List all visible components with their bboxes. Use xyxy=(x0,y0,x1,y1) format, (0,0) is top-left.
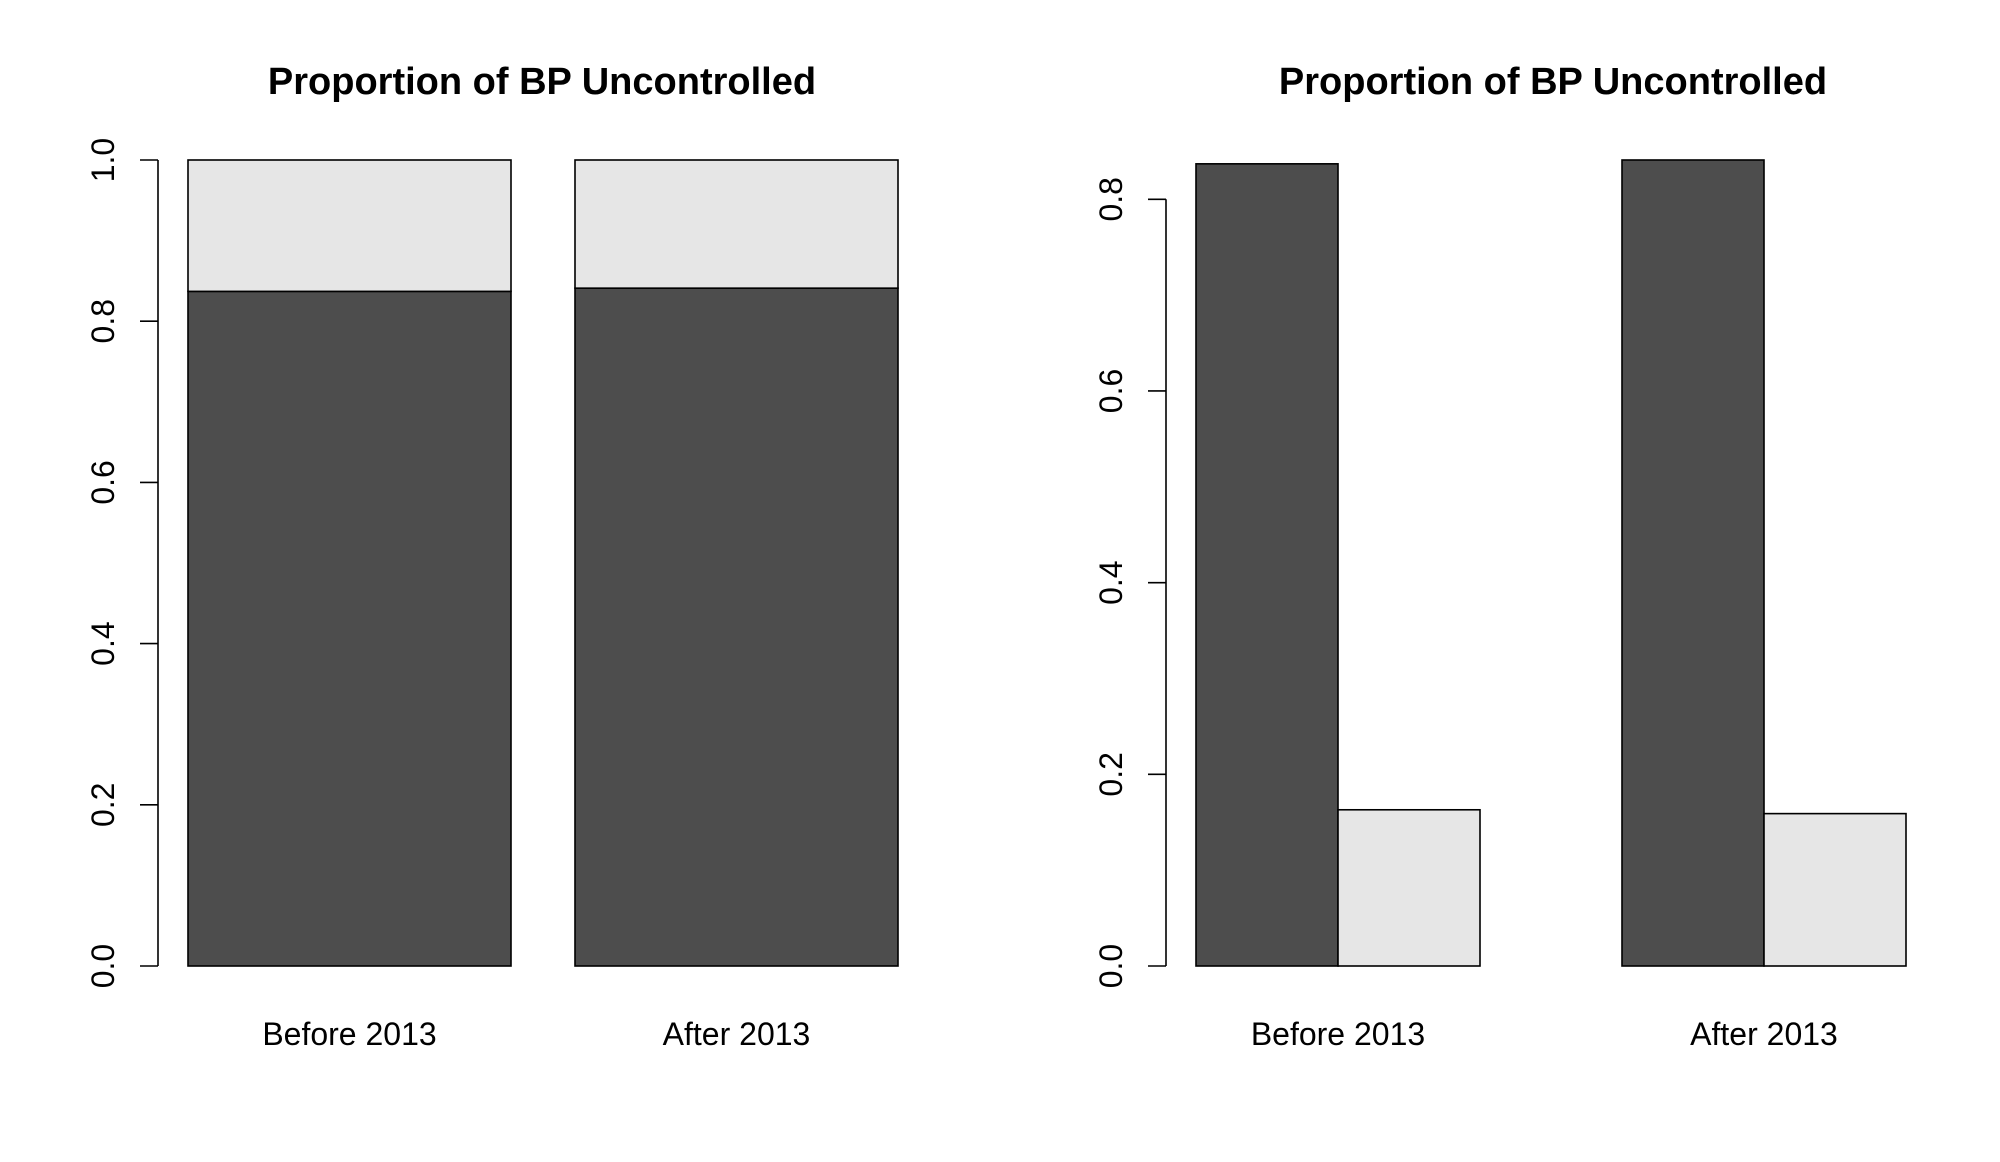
y-tick-label: 0.2 xyxy=(85,783,121,827)
y-tick-label: 0.4 xyxy=(85,621,121,665)
chart-title: Proportion of BP Uncontrolled xyxy=(268,61,816,103)
bar-before-segment-0 xyxy=(187,290,512,967)
chart-panel-right: Proportion of BP Uncontrolled Before 2013… xyxy=(1093,61,1907,1052)
y-tick-label: 0.4 xyxy=(1093,560,1129,604)
category-label: Before 2013 xyxy=(262,1016,436,1052)
chart-panel-left: Proportion of BP Uncontrolled Before 2013… xyxy=(85,61,899,1052)
category-label: After 2013 xyxy=(663,1016,811,1052)
bar-after-series-0 xyxy=(1621,159,1765,967)
y-tick-label: 0.8 xyxy=(85,299,121,343)
bar-after-segment-0 xyxy=(574,287,899,967)
y-tick-label: 0.6 xyxy=(1093,369,1129,413)
chart-title: Proportion of BP Uncontrolled xyxy=(1279,61,1827,103)
y-tick-label: 0.0 xyxy=(1093,944,1129,988)
y-tick-label: 0.0 xyxy=(85,944,121,988)
y-tick-label: 0.2 xyxy=(1093,752,1129,796)
bar-after-segment-1 xyxy=(574,159,899,289)
category-label: Before 2013 xyxy=(1251,1016,1425,1052)
bar-after-series-1 xyxy=(1763,812,1907,967)
bar-before-series-0 xyxy=(1195,163,1339,967)
y-tick-label: 1.0 xyxy=(85,138,121,182)
bar-before-segment-1 xyxy=(187,159,512,293)
category-label: After 2013 xyxy=(1690,1016,1838,1052)
y-tick-label: 0.6 xyxy=(85,460,121,504)
bar-before-series-1 xyxy=(1337,808,1481,967)
y-tick-label: 0.8 xyxy=(1093,177,1129,221)
